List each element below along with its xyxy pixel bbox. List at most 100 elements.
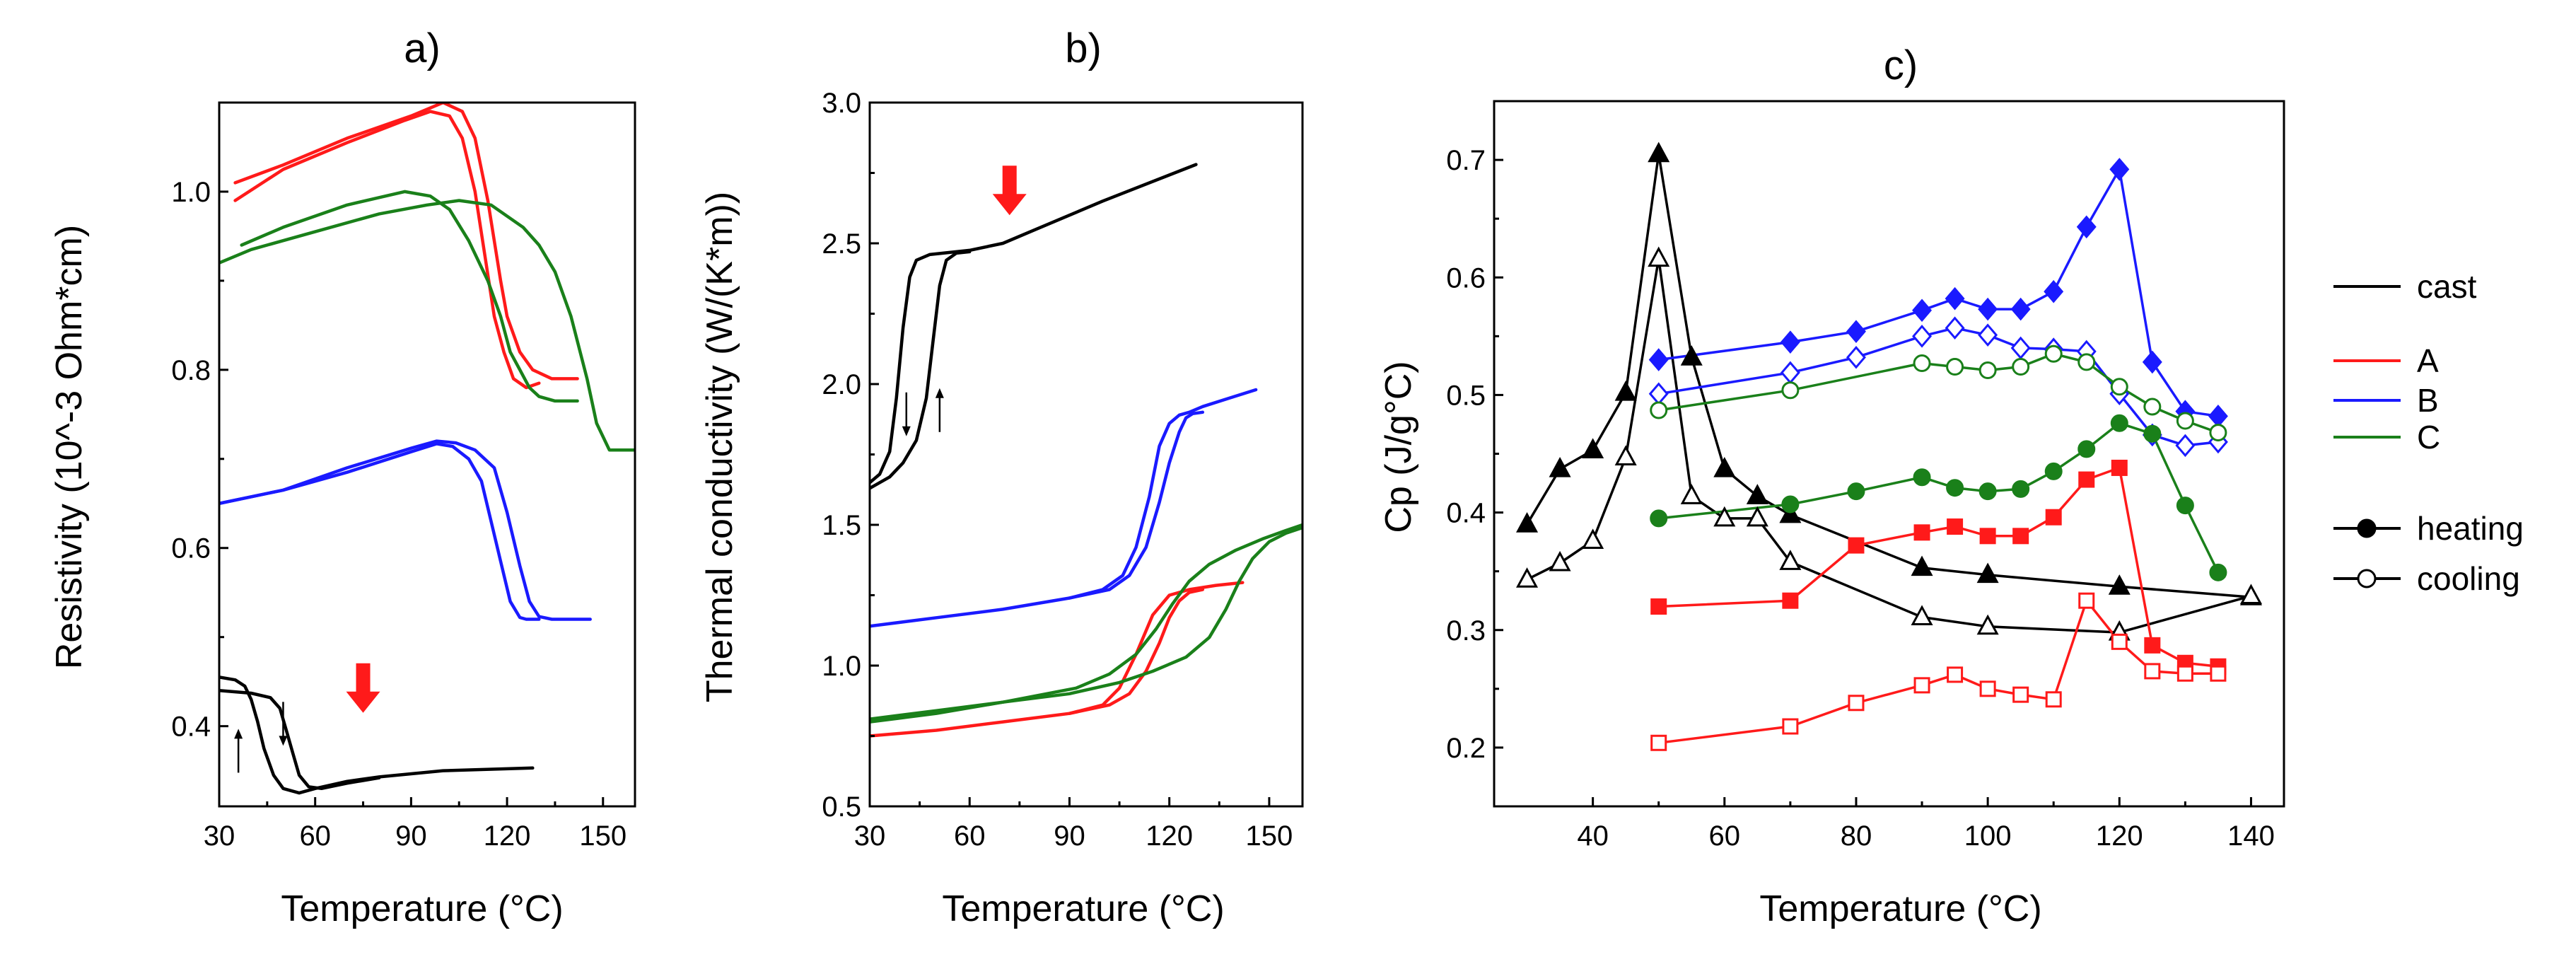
panel-c-series-cast-heating-line [1525, 153, 2253, 598]
panel-c-cast-cooling-point [1516, 567, 1539, 588]
panel-c-cast-heating-point [1713, 456, 1736, 477]
panel-a-series-b-line [219, 439, 592, 621]
panel-c-c-heating-point [2077, 440, 2096, 458]
panel-c-c-cooling-point [2044, 344, 2063, 363]
panel-c-c-cooling-point [2012, 358, 2030, 376]
panel-b-x-tick-label: 120 [1146, 820, 1193, 852]
panel-b-x-tick-label: 60 [954, 820, 986, 852]
panel-c-cast-cooling-point [2239, 584, 2262, 605]
panel-a-series-cast-line [219, 689, 381, 791]
panel-c-b-cooling-point [2175, 434, 2196, 458]
legend-marker-heating [2357, 518, 2377, 538]
panel-c-c-heating-point [1847, 482, 1865, 501]
panel-b-x-tick-label: 150 [1246, 820, 1293, 852]
panel-a-series-c-line [219, 199, 635, 452]
panel-c-a-cooling-point [1979, 680, 1996, 697]
panel-a-y-tick-label: 0.6 [171, 533, 211, 564]
panel-b-y-tick-label: 3.0 [822, 88, 861, 119]
panel-c-b-heating-point [1912, 298, 1933, 323]
panel-a-x-axis-label: Temperature (°C) [281, 888, 563, 929]
panel-c-b-heating-point [1978, 297, 1998, 321]
panel-b-y-tick-label: 1.5 [822, 510, 861, 541]
legend-label-b: B [2417, 382, 2439, 419]
panel-c-b-heating-point [2208, 405, 2228, 428]
panel-c-c-heating-point [2143, 424, 2162, 443]
panel-c-c-heating-point [2110, 414, 2128, 432]
panel-c-c-cooling-point [1946, 358, 1964, 376]
panel-a-y-tick-label: 1.0 [171, 177, 211, 208]
panel-c-b-heating-point [1846, 320, 1866, 343]
panel-c-cast-heating-point [1976, 562, 1999, 584]
panel-c-x-axis-label: Temperature (°C) [1759, 888, 2041, 929]
panel-c-c-heating-point [2209, 563, 2227, 581]
panel-b-series-b-line [870, 388, 1258, 628]
panel-c-c-cooling-point [2176, 412, 2194, 430]
panel-c-cast-cooling-point [1779, 550, 1802, 570]
panel-c-b-cooling-point [1648, 382, 1669, 406]
panel-c-a-cooling-point [1913, 677, 1930, 694]
panel-c-cast-heating-point [1680, 345, 1703, 366]
panel-b-x-tick-label: 90 [1054, 820, 1085, 852]
panel-c-x-tick-label: 140 [2227, 820, 2275, 852]
panel-c-a-cooling-point [2111, 633, 2128, 650]
panel-b-red-arrow-marker [992, 166, 1027, 216]
panel-a-x-tick-label: 90 [395, 820, 427, 852]
panel-c-a-heating-point [1979, 528, 1996, 545]
panel-c-c-heating-point [1781, 495, 1800, 514]
panel-c-cast-cooling-point [1911, 605, 1933, 625]
panel-c-a-heating-point [2144, 637, 2161, 654]
panel-c-y-tick-label: 0.2 [1446, 733, 1486, 764]
panel-a-resistivity-chart: a) Temperature (°C) Resistivity (10^-3 O… [49, 25, 636, 929]
panel-c-a-heating-point [2111, 459, 2128, 476]
panel-c-series-c-cooling-line [1657, 352, 2220, 434]
panel-c-c-cooling-point [1781, 381, 1800, 400]
panel-b-series-c-line [870, 526, 1302, 721]
panel-c-a-cooling-point [1782, 718, 1799, 735]
panel-c-cast-cooling-point [1746, 506, 1768, 527]
panel-c-y-tick-label: 0.7 [1446, 145, 1486, 176]
panel-c-c-heating-point [1978, 482, 1997, 501]
panel-c-a-cooling-point [1947, 666, 1964, 683]
panel-c-cast-cooling-point [1582, 528, 1604, 549]
legend-label-cooling: cooling [2417, 560, 2520, 597]
panel-c-cast-cooling-point [1549, 550, 1571, 572]
panel-c-x-tick-label: 120 [2096, 820, 2143, 852]
panel-c-cast-heating-point [1582, 438, 1604, 459]
panel-c-x-tick-label: 100 [1964, 820, 2012, 852]
panel-a-axes-frame [218, 101, 636, 808]
panel-a-small-arrowhead [279, 736, 288, 746]
panel-c-c-heating-point [1913, 468, 1931, 487]
panel-c-cast-heating-point [1516, 512, 1539, 533]
panel-c-b-heating-point [2142, 350, 2162, 374]
panel-c-c-cooling-point [2110, 378, 2128, 396]
panel-b-y-tick-label: 2.5 [822, 228, 861, 260]
panel-c-c-heating-point [2176, 497, 2194, 515]
panel-c-y-tick-label: 0.4 [1446, 498, 1486, 529]
panel-c-b-cooling-point [1780, 361, 1800, 385]
panel-c-y-tick-label: 0.5 [1446, 380, 1486, 411]
panel-c-axes-frame [1493, 100, 2285, 808]
panel-c-title: c) [1884, 42, 1918, 88]
panel-c-b-heating-point [2044, 279, 2064, 303]
panel-c-cast-heating-point [1779, 502, 1802, 523]
panel-c-x-tick-label: 40 [1577, 820, 1609, 852]
panel-a-y-tick-label: 0.8 [171, 355, 211, 386]
panel-c-heat-capacity-chart: c) Temperature (°C) Cp (J/g°C) 40 60 80 100… [1378, 42, 2285, 929]
panel-c-series-a-cooling-line [1657, 599, 2220, 745]
panel-a-series-b-line [219, 442, 541, 621]
panel-a-x-tick-label: 30 [204, 820, 235, 852]
panel-c-c-cooling-point [2209, 424, 2227, 442]
panel-c-a-cooling-point [1650, 734, 1667, 751]
panel-c-b-heating-point [1648, 348, 1669, 371]
panel-c-a-heating-point [1848, 537, 1865, 554]
panel-b-series-b-line [1068, 410, 1205, 600]
panel-a-title: a) [404, 25, 441, 71]
panel-c-c-cooling-point [1913, 354, 1931, 373]
panel-c-x-tick-label: 60 [1709, 820, 1741, 852]
panel-c-a-cooling-point [1848, 695, 1865, 712]
panel-c-cast-heating-point [1746, 484, 1768, 504]
panel-b-small-arrowhead [902, 426, 911, 436]
panel-c-a-heating-point [1782, 592, 1799, 609]
panel-c-a-heating-point [1947, 518, 1964, 535]
